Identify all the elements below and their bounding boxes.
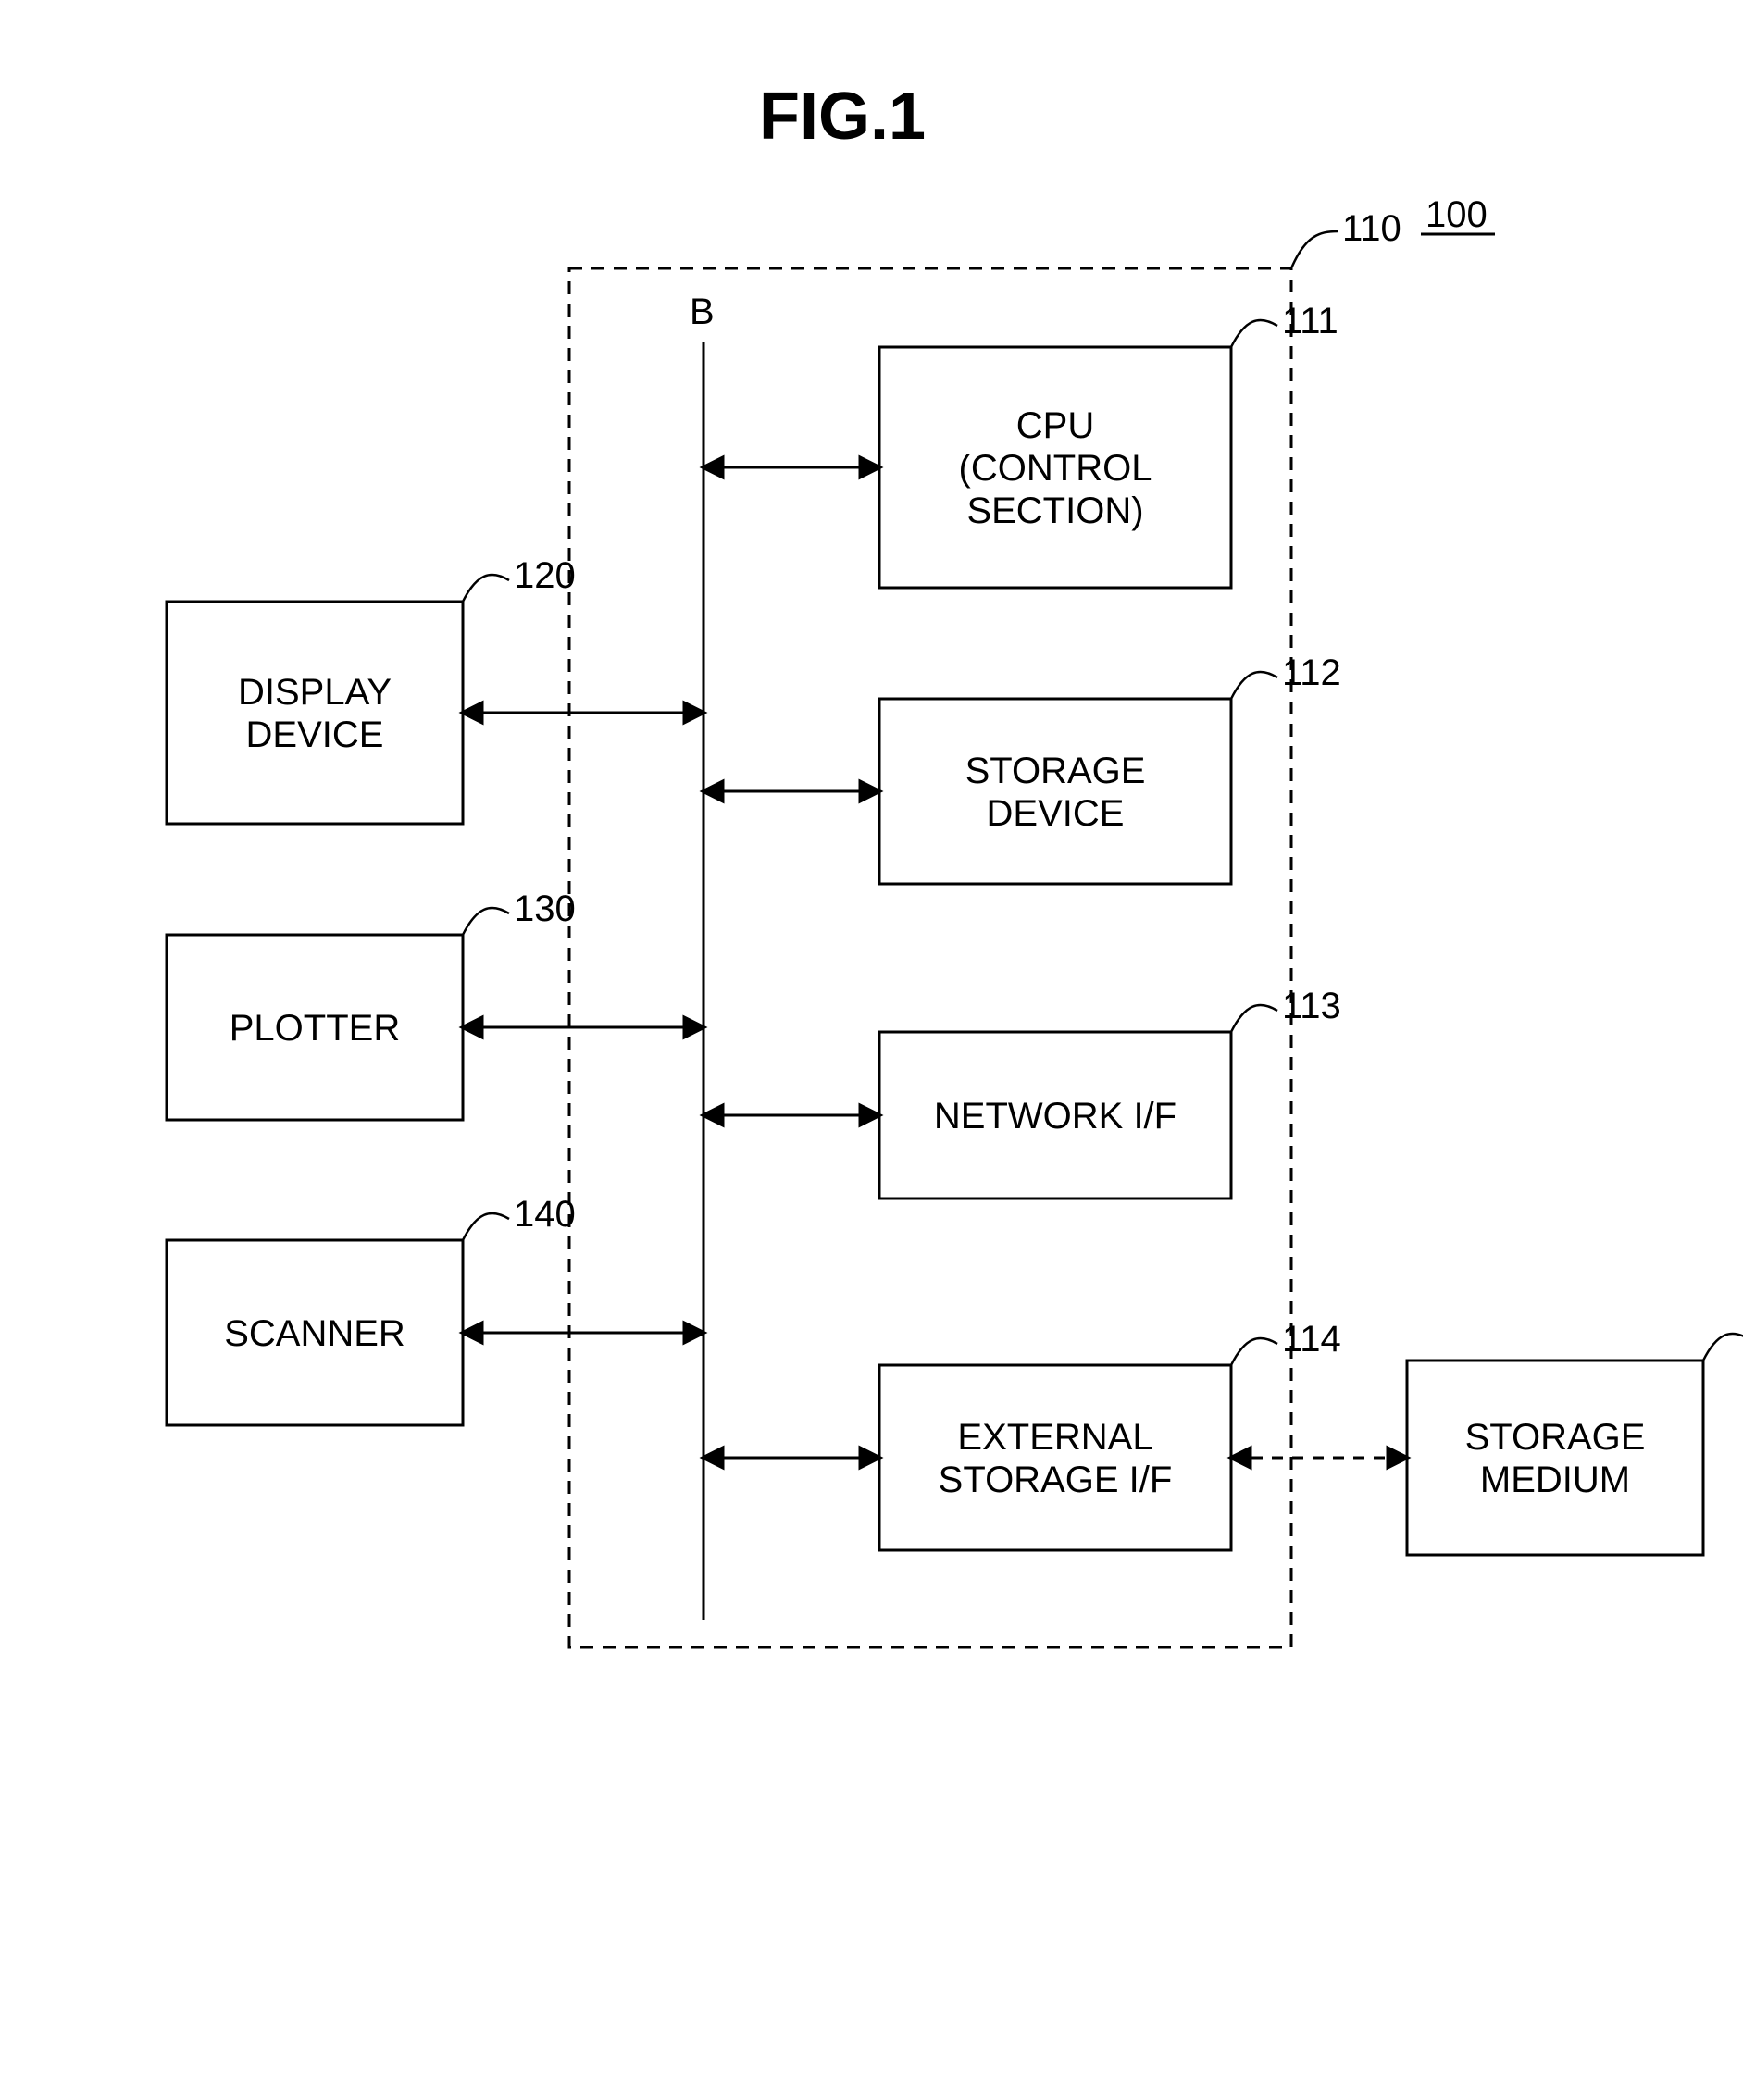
node-scanner-label-0: SCANNER bbox=[224, 1313, 405, 1354]
node-storage_device-label-0: STORAGE bbox=[965, 751, 1146, 791]
node-cpu-label-0: CPU bbox=[1016, 405, 1094, 446]
node-display_device-label-1: DEVICE bbox=[246, 714, 384, 755]
node-cpu-label-1: (CONTROL bbox=[959, 448, 1152, 489]
node-storage_device bbox=[879, 699, 1231, 884]
node-plotter-ref: 130 bbox=[514, 888, 576, 929]
node-display_device-label-0: DISPLAY bbox=[238, 672, 392, 713]
leader-storage_device bbox=[1231, 672, 1277, 699]
node-display_device-ref: 120 bbox=[514, 555, 576, 596]
node-display_device bbox=[167, 602, 463, 824]
node-plotter-label-0: PLOTTER bbox=[230, 1008, 400, 1049]
node-ext_storage_if-ref: 114 bbox=[1282, 1319, 1341, 1360]
leader-network_if bbox=[1231, 1005, 1277, 1032]
node-storage_medium-label-0: STORAGE bbox=[1465, 1417, 1646, 1458]
node-storage_device-ref: 112 bbox=[1282, 652, 1341, 693]
node-scanner-ref: 140 bbox=[514, 1194, 576, 1235]
node-cpu-label-2: SECTION) bbox=[966, 491, 1143, 531]
leader-display_device bbox=[463, 575, 509, 602]
node-ext_storage_if bbox=[879, 1365, 1231, 1550]
node-network_if-ref: 113 bbox=[1282, 986, 1341, 1026]
node-ext_storage_if-label-0: EXTERNAL bbox=[957, 1417, 1152, 1458]
leader-plotter bbox=[463, 908, 509, 935]
leader-110 bbox=[1291, 231, 1338, 268]
controller-ref: 110 bbox=[1342, 208, 1401, 249]
leader-scanner bbox=[463, 1213, 509, 1240]
node-storage_medium-label-1: MEDIUM bbox=[1480, 1460, 1630, 1500]
nodes-layer: CPU(CONTROLSECTION)111STORAGEDEVICE112NE… bbox=[167, 301, 1743, 1555]
node-network_if-label-0: NETWORK I/F bbox=[934, 1096, 1177, 1137]
node-ext_storage_if-label-1: STORAGE I/F bbox=[939, 1460, 1173, 1500]
node-storage_device-label-1: DEVICE bbox=[987, 793, 1125, 834]
node-storage_medium bbox=[1407, 1361, 1703, 1555]
leader-storage_medium bbox=[1703, 1334, 1743, 1361]
system-ref: 100 bbox=[1426, 194, 1488, 235]
leader-cpu bbox=[1231, 320, 1277, 347]
figure-title: FIG.1 bbox=[759, 80, 926, 154]
leader-ext_storage_if bbox=[1231, 1338, 1277, 1365]
node-cpu-ref: 111 bbox=[1282, 301, 1338, 342]
controller-box bbox=[569, 268, 1291, 1647]
bus-label: B bbox=[690, 292, 715, 332]
block-diagram: FIG.1 100 110 B CPU(CONTROLSECTION) 111 ST… bbox=[0, 0, 1743, 2100]
